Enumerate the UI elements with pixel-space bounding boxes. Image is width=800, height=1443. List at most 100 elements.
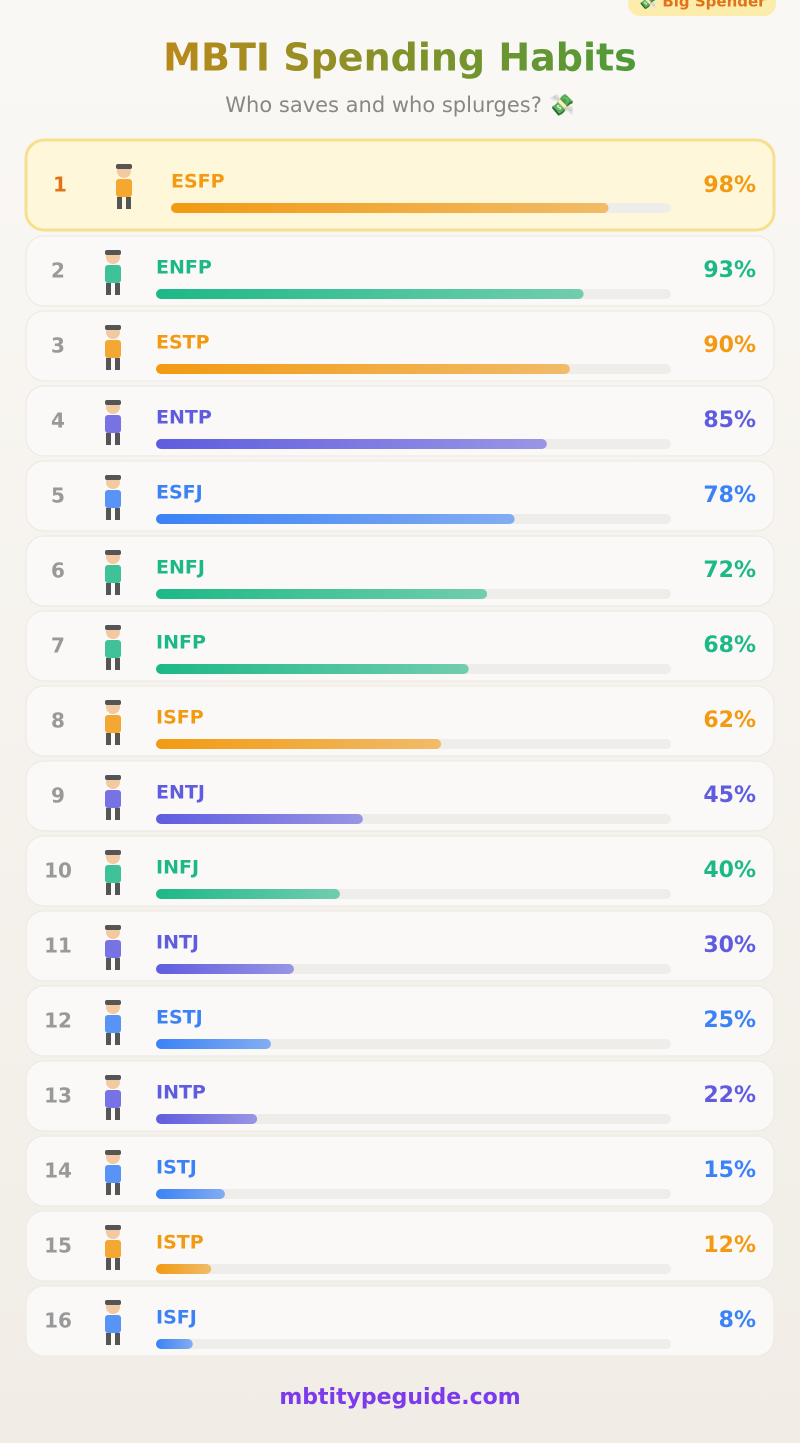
chart-title: MBTI Spending Habits	[163, 36, 637, 80]
type-label: INFJ	[156, 857, 199, 879]
type-label: ISTP	[156, 1232, 204, 1254]
rank: 13	[44, 1084, 72, 1108]
rank: 14	[44, 1159, 72, 1183]
value-label: 93%	[703, 258, 756, 283]
bar-track	[156, 1114, 671, 1124]
type-label: ESTJ	[156, 1007, 203, 1029]
rank: 9	[51, 784, 65, 808]
character	[105, 1225, 121, 1270]
subtitle: Who saves and who splurges? 💸	[225, 93, 574, 117]
bar	[156, 589, 488, 599]
bar	[156, 364, 570, 374]
row-card	[25, 235, 775, 307]
value-label: 15%	[703, 1158, 756, 1183]
bar	[156, 1339, 193, 1349]
bar	[156, 739, 442, 749]
bar	[156, 439, 547, 449]
badge	[628, 0, 776, 16]
value-label: 78%	[703, 483, 756, 508]
row-card	[25, 460, 775, 532]
value-label: 85%	[703, 408, 756, 433]
character	[105, 925, 121, 970]
character	[105, 325, 121, 370]
character	[105, 1150, 121, 1195]
bar	[156, 289, 584, 299]
bar-track	[156, 1339, 671, 1349]
character	[105, 1000, 121, 1045]
bar-track	[156, 1189, 671, 1199]
bar	[171, 203, 609, 213]
character	[116, 164, 132, 209]
value-label: 30%	[703, 933, 756, 958]
character	[105, 700, 121, 745]
value-label: 68%	[703, 633, 756, 658]
type-label: ISFJ	[156, 1307, 197, 1329]
type-label: INTJ	[156, 932, 199, 954]
row-card	[25, 310, 775, 382]
rank: 11	[44, 934, 72, 958]
row-card	[25, 835, 775, 907]
type-label: ENTJ	[156, 782, 205, 804]
bar	[156, 1264, 212, 1274]
value-label: 25%	[703, 1008, 756, 1033]
type-label: ENFJ	[156, 557, 205, 579]
value-label: 8%	[719, 1308, 756, 1333]
row-card	[25, 685, 775, 757]
character	[105, 625, 121, 670]
type-label: ESTP	[156, 332, 210, 354]
rank: 1	[53, 173, 67, 197]
value-label: 62%	[703, 708, 756, 733]
value-label: 72%	[703, 558, 756, 583]
bar-track	[156, 1039, 671, 1049]
value-label: 98%	[703, 173, 756, 198]
bar	[156, 964, 294, 974]
rank: 2	[51, 259, 65, 283]
bar	[156, 814, 363, 824]
badge-text: 💸 Big Spender	[638, 0, 766, 11]
rank: 4	[51, 409, 65, 433]
type-label: ISFP	[156, 707, 204, 729]
character	[105, 250, 121, 295]
bar	[156, 514, 515, 524]
row-card	[25, 1060, 775, 1132]
value-label: 45%	[703, 783, 756, 808]
bar	[156, 889, 340, 899]
footer: mbtitypeguide.com	[279, 1385, 520, 1410]
character	[105, 775, 121, 820]
rank: 5	[51, 484, 65, 508]
character	[105, 1300, 121, 1345]
type-label: ESFJ	[156, 482, 203, 504]
type-label: ENTP	[156, 407, 212, 429]
row-card	[25, 1210, 775, 1282]
type-label: ESFP	[171, 171, 225, 193]
rank: 6	[51, 559, 65, 583]
bar-track	[156, 1264, 671, 1274]
type-label: ENFP	[156, 257, 212, 279]
value-label: 22%	[703, 1083, 756, 1108]
character	[105, 400, 121, 445]
character	[105, 1075, 121, 1120]
row-card	[25, 610, 775, 682]
rank: 12	[44, 1009, 72, 1033]
type-label: INFP	[156, 632, 206, 654]
row-card	[24, 138, 776, 232]
value-label: 90%	[703, 333, 756, 358]
rank: 15	[44, 1234, 72, 1258]
value-label: 40%	[703, 858, 756, 883]
bar	[156, 1114, 258, 1124]
row-card	[25, 1135, 775, 1207]
row-card	[25, 535, 775, 607]
character	[105, 850, 121, 895]
bar	[156, 1189, 225, 1199]
character	[105, 475, 121, 520]
row-card	[25, 985, 775, 1057]
character	[105, 550, 121, 595]
row-card	[25, 760, 775, 832]
rank: 16	[44, 1309, 72, 1333]
rank: 3	[51, 334, 65, 358]
type-label: INTP	[156, 1082, 206, 1104]
type-label: ISTJ	[156, 1157, 197, 1179]
bar	[156, 664, 469, 674]
